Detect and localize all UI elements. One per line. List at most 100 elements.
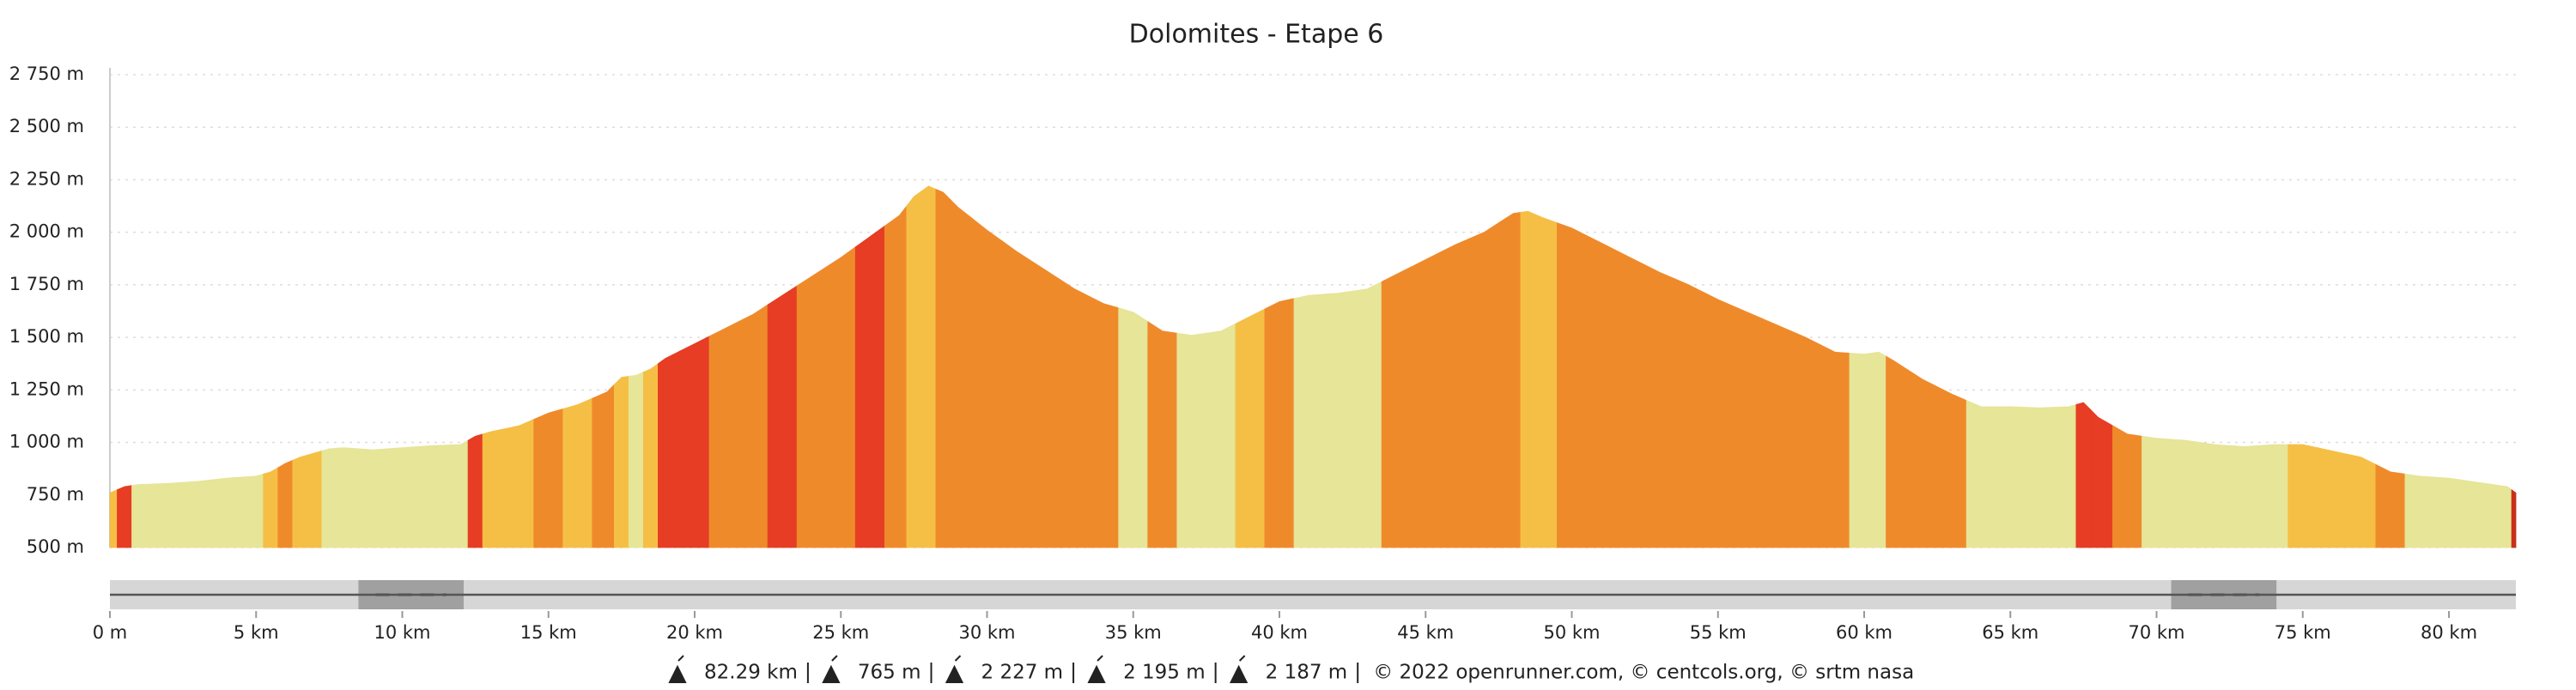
x-tick-label: 0 m — [93, 622, 128, 643]
profile-segment — [2142, 435, 2172, 548]
stat: 82.29 km — [704, 662, 798, 684]
x-tick-label: 45 km — [1397, 622, 1454, 643]
profile-segment — [1293, 294, 1324, 548]
profile-segment — [1147, 321, 1178, 548]
profile-segment — [1264, 298, 1295, 548]
y-tick-label: 500 m — [27, 536, 84, 557]
profile-segment — [2171, 439, 2201, 548]
profile-segment — [738, 304, 769, 548]
profile-segment — [679, 336, 710, 548]
profile-segment — [2433, 476, 2464, 548]
profile-segment — [1557, 222, 1587, 548]
profile-segment — [708, 321, 739, 548]
profile-segment — [1498, 211, 1522, 548]
profile-segment — [467, 433, 483, 548]
stat-icon — [668, 655, 687, 683]
profile-segment — [117, 485, 132, 548]
profile-segment — [1206, 323, 1236, 548]
profile-segment — [1820, 344, 1850, 548]
profile-segment — [2053, 403, 2077, 548]
profile-segment — [2200, 442, 2231, 548]
profile-segment — [1907, 369, 1938, 548]
profile-segment — [504, 419, 535, 548]
profile-segment — [2511, 488, 2517, 548]
profile-segment — [562, 397, 593, 548]
x-tick-label: 50 km — [1544, 622, 1601, 643]
stat: 2 227 m — [981, 662, 1064, 684]
profile-segment — [1030, 259, 1061, 548]
y-tick-label: 1 000 m — [9, 432, 84, 452]
x-tick-label: 80 km — [2421, 622, 2477, 643]
x-tick-label: 35 km — [1105, 622, 1162, 643]
profile-segment — [263, 467, 279, 548]
x-tick-label: 55 km — [1690, 622, 1747, 643]
profile-segment — [628, 371, 644, 548]
profile-segment — [2229, 445, 2260, 548]
y-tick-label: 1 500 m — [9, 326, 84, 347]
profile-segment — [307, 450, 323, 548]
y-tick-label: 2 250 m — [9, 168, 84, 189]
stat: 2 187 m — [1266, 662, 1348, 684]
profile-segment — [240, 473, 264, 548]
profile-segment — [2075, 402, 2092, 548]
profile-segment — [1886, 355, 1909, 548]
profile-segment — [2492, 484, 2512, 548]
profile-segment — [1520, 210, 1536, 548]
y-tick-label: 1 750 m — [9, 274, 84, 294]
profile-segment — [446, 439, 469, 548]
profile-segment — [416, 445, 447, 548]
profile-segment — [935, 188, 951, 548]
profile-segment — [1235, 308, 1266, 548]
profile-segment — [1352, 281, 1382, 548]
profile-segment — [1644, 263, 1675, 548]
profile-segment — [1761, 318, 1792, 548]
profile-segment — [1732, 305, 1763, 548]
profile-segment — [884, 204, 908, 548]
profile-segment — [277, 459, 294, 548]
profile-segment — [825, 246, 856, 548]
profile-segment — [1703, 291, 1734, 548]
profile-segment — [2090, 409, 2113, 548]
y-tick-label: 1 250 m — [9, 378, 84, 399]
stat-icon — [822, 655, 841, 683]
profile-segment — [613, 375, 629, 548]
x-tick-label: 15 km — [520, 622, 577, 643]
profile-segment — [1439, 238, 1470, 548]
profile-segment — [1615, 249, 1646, 548]
profile-segment — [1965, 399, 1996, 548]
x-tick-label: 70 km — [2129, 622, 2185, 643]
profile-segment — [1849, 353, 1872, 548]
profile-segment — [906, 191, 922, 548]
profile-segment — [131, 483, 155, 548]
profile-segment — [182, 479, 213, 548]
profile-segment — [321, 447, 337, 548]
profile-segment — [1381, 266, 1412, 548]
x-tick-label: 75 km — [2275, 622, 2331, 643]
profile-segment — [1089, 295, 1120, 548]
profile-segment — [1322, 290, 1353, 548]
stat: 2 195 m — [1123, 662, 1206, 684]
y-tick-label: 750 m — [27, 484, 84, 505]
profile-segment — [1410, 251, 1441, 548]
profile-segment — [482, 428, 506, 548]
profile-segment — [1936, 386, 1967, 548]
chart-title: Dolomites - Etape 6 — [1129, 20, 1384, 50]
profile-segment — [1468, 221, 1499, 548]
profile-segment — [153, 481, 184, 548]
x-tick-label: 60 km — [1836, 622, 1893, 643]
profile-segment — [1790, 330, 1821, 548]
profile-segment — [533, 408, 564, 548]
x-tick-label: 65 km — [1982, 622, 2038, 643]
profile-segment — [2112, 425, 2142, 548]
profile-segment — [1995, 406, 2026, 548]
profile-segment — [1534, 214, 1558, 548]
profile-segment — [920, 185, 937, 548]
x-tick-label: 10 km — [374, 622, 430, 643]
profile-segment — [1871, 351, 1886, 548]
profile-segment — [2375, 463, 2406, 548]
y-tick-label: 2 750 m — [9, 64, 84, 84]
profile-segment — [292, 454, 308, 548]
profile-segment — [592, 384, 615, 548]
